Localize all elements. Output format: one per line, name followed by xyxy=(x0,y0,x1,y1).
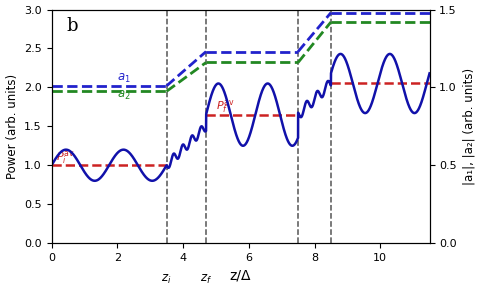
Text: b: b xyxy=(66,17,78,35)
Text: $P_f^{\mathrm{av}}$: $P_f^{\mathrm{av}}$ xyxy=(216,98,234,115)
Text: $P_i^{\mathrm{av}}$: $P_i^{\mathrm{av}}$ xyxy=(55,148,74,166)
Y-axis label: |a₁|, |a₂| (arb. units): |a₁|, |a₂| (arb. units) xyxy=(461,68,474,185)
Text: $z_f$: $z_f$ xyxy=(200,273,212,286)
Text: $z_i$: $z_i$ xyxy=(161,273,171,286)
Text: $a_2$: $a_2$ xyxy=(117,88,131,102)
X-axis label: z/Δ: z/Δ xyxy=(229,268,251,282)
Y-axis label: Power (arb. units): Power (arb. units) xyxy=(6,74,19,179)
Text: $a_1$: $a_1$ xyxy=(117,72,131,85)
